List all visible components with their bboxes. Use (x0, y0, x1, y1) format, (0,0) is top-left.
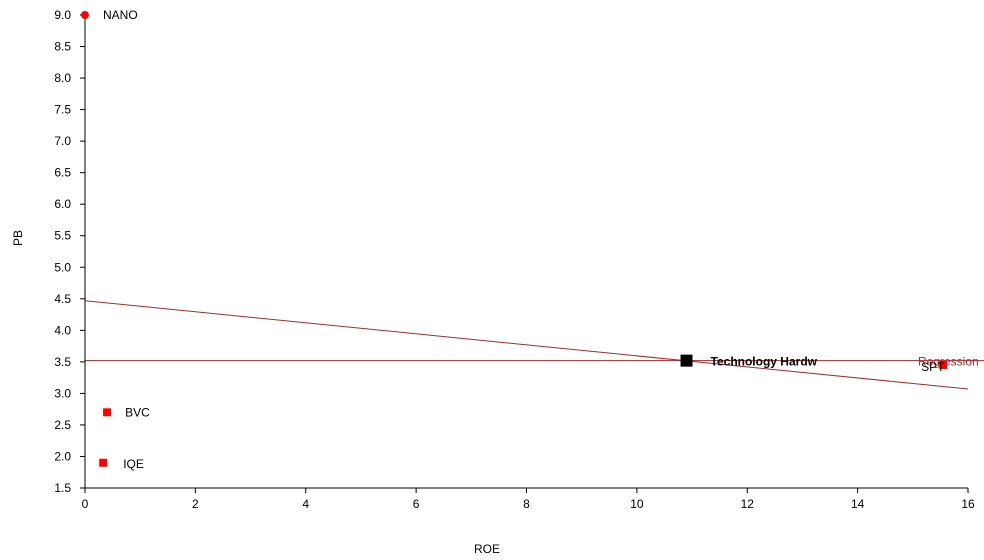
y-tick-label: 4.0 (54, 323, 71, 337)
y-tick-label: 4.5 (54, 292, 71, 306)
y-tick-label: 2.0 (54, 449, 71, 463)
x-tick-label: 8 (523, 497, 530, 511)
point-technology-hardw-label: Technology Hardw (711, 355, 818, 369)
y-tick-label: 8.0 (54, 71, 71, 85)
point-nano-label: NANO (103, 8, 138, 22)
x-tick-label: 16 (961, 497, 975, 511)
axes-layer (84, 15, 968, 489)
point-bvc-marker (103, 408, 112, 417)
point-iqe-label: IQE (123, 457, 144, 471)
x-ticks: 0 2 4 6 8 10 12 14 16 (82, 488, 975, 511)
y-tick-label: 1.5 (54, 481, 71, 495)
y-tick-label: 7.5 (54, 103, 71, 117)
y-tick-label: 3.5 (54, 355, 71, 369)
y-tick-label: 7.0 (54, 134, 71, 148)
x-axis-title: ROE (474, 542, 500, 556)
point-iqe-marker (99, 458, 108, 467)
point-spt-label: SPT (921, 360, 945, 374)
regression-label: Regression (918, 355, 979, 369)
x-tick-label: 14 (851, 497, 865, 511)
x-tick-label: 10 (630, 497, 644, 511)
y-tick-label: 3.0 (54, 386, 71, 400)
y-tick-label: 5.5 (54, 229, 71, 243)
y-ticks: 1.5 2.0 2.5 3.0 3.5 4.0 4.5 5.0 5.5 6.0 6.5 7.0 7.5 8… (54, 8, 85, 495)
y-tick-label: 2.5 (54, 418, 71, 432)
x-tick-label: 2 (192, 497, 199, 511)
y-axis-title: PB (11, 230, 25, 246)
x-tick-label: 6 (413, 497, 420, 511)
point-nano-marker (81, 11, 89, 19)
reference-layer: Regression (84, 300, 984, 390)
y-tick-label: 8.5 (54, 40, 71, 54)
x-tick-label: 12 (741, 497, 755, 511)
x-tick-label: 4 (302, 497, 309, 511)
regression-line (84, 300, 969, 390)
y-tick-label: 6.5 (54, 166, 71, 180)
point-technology-hardw-marker (680, 354, 693, 367)
point-spt-marker (939, 361, 948, 370)
x-tick-label: 0 (82, 497, 89, 511)
y-tick-label: 6.0 (54, 197, 71, 211)
y-tick-label: 5.0 (54, 260, 71, 274)
point-bvc-label: BVC (125, 405, 150, 419)
data-points: NANO BVC IQE SPT Technology Hardw (81, 8, 948, 471)
y-tick-label: 9.0 (54, 8, 71, 22)
